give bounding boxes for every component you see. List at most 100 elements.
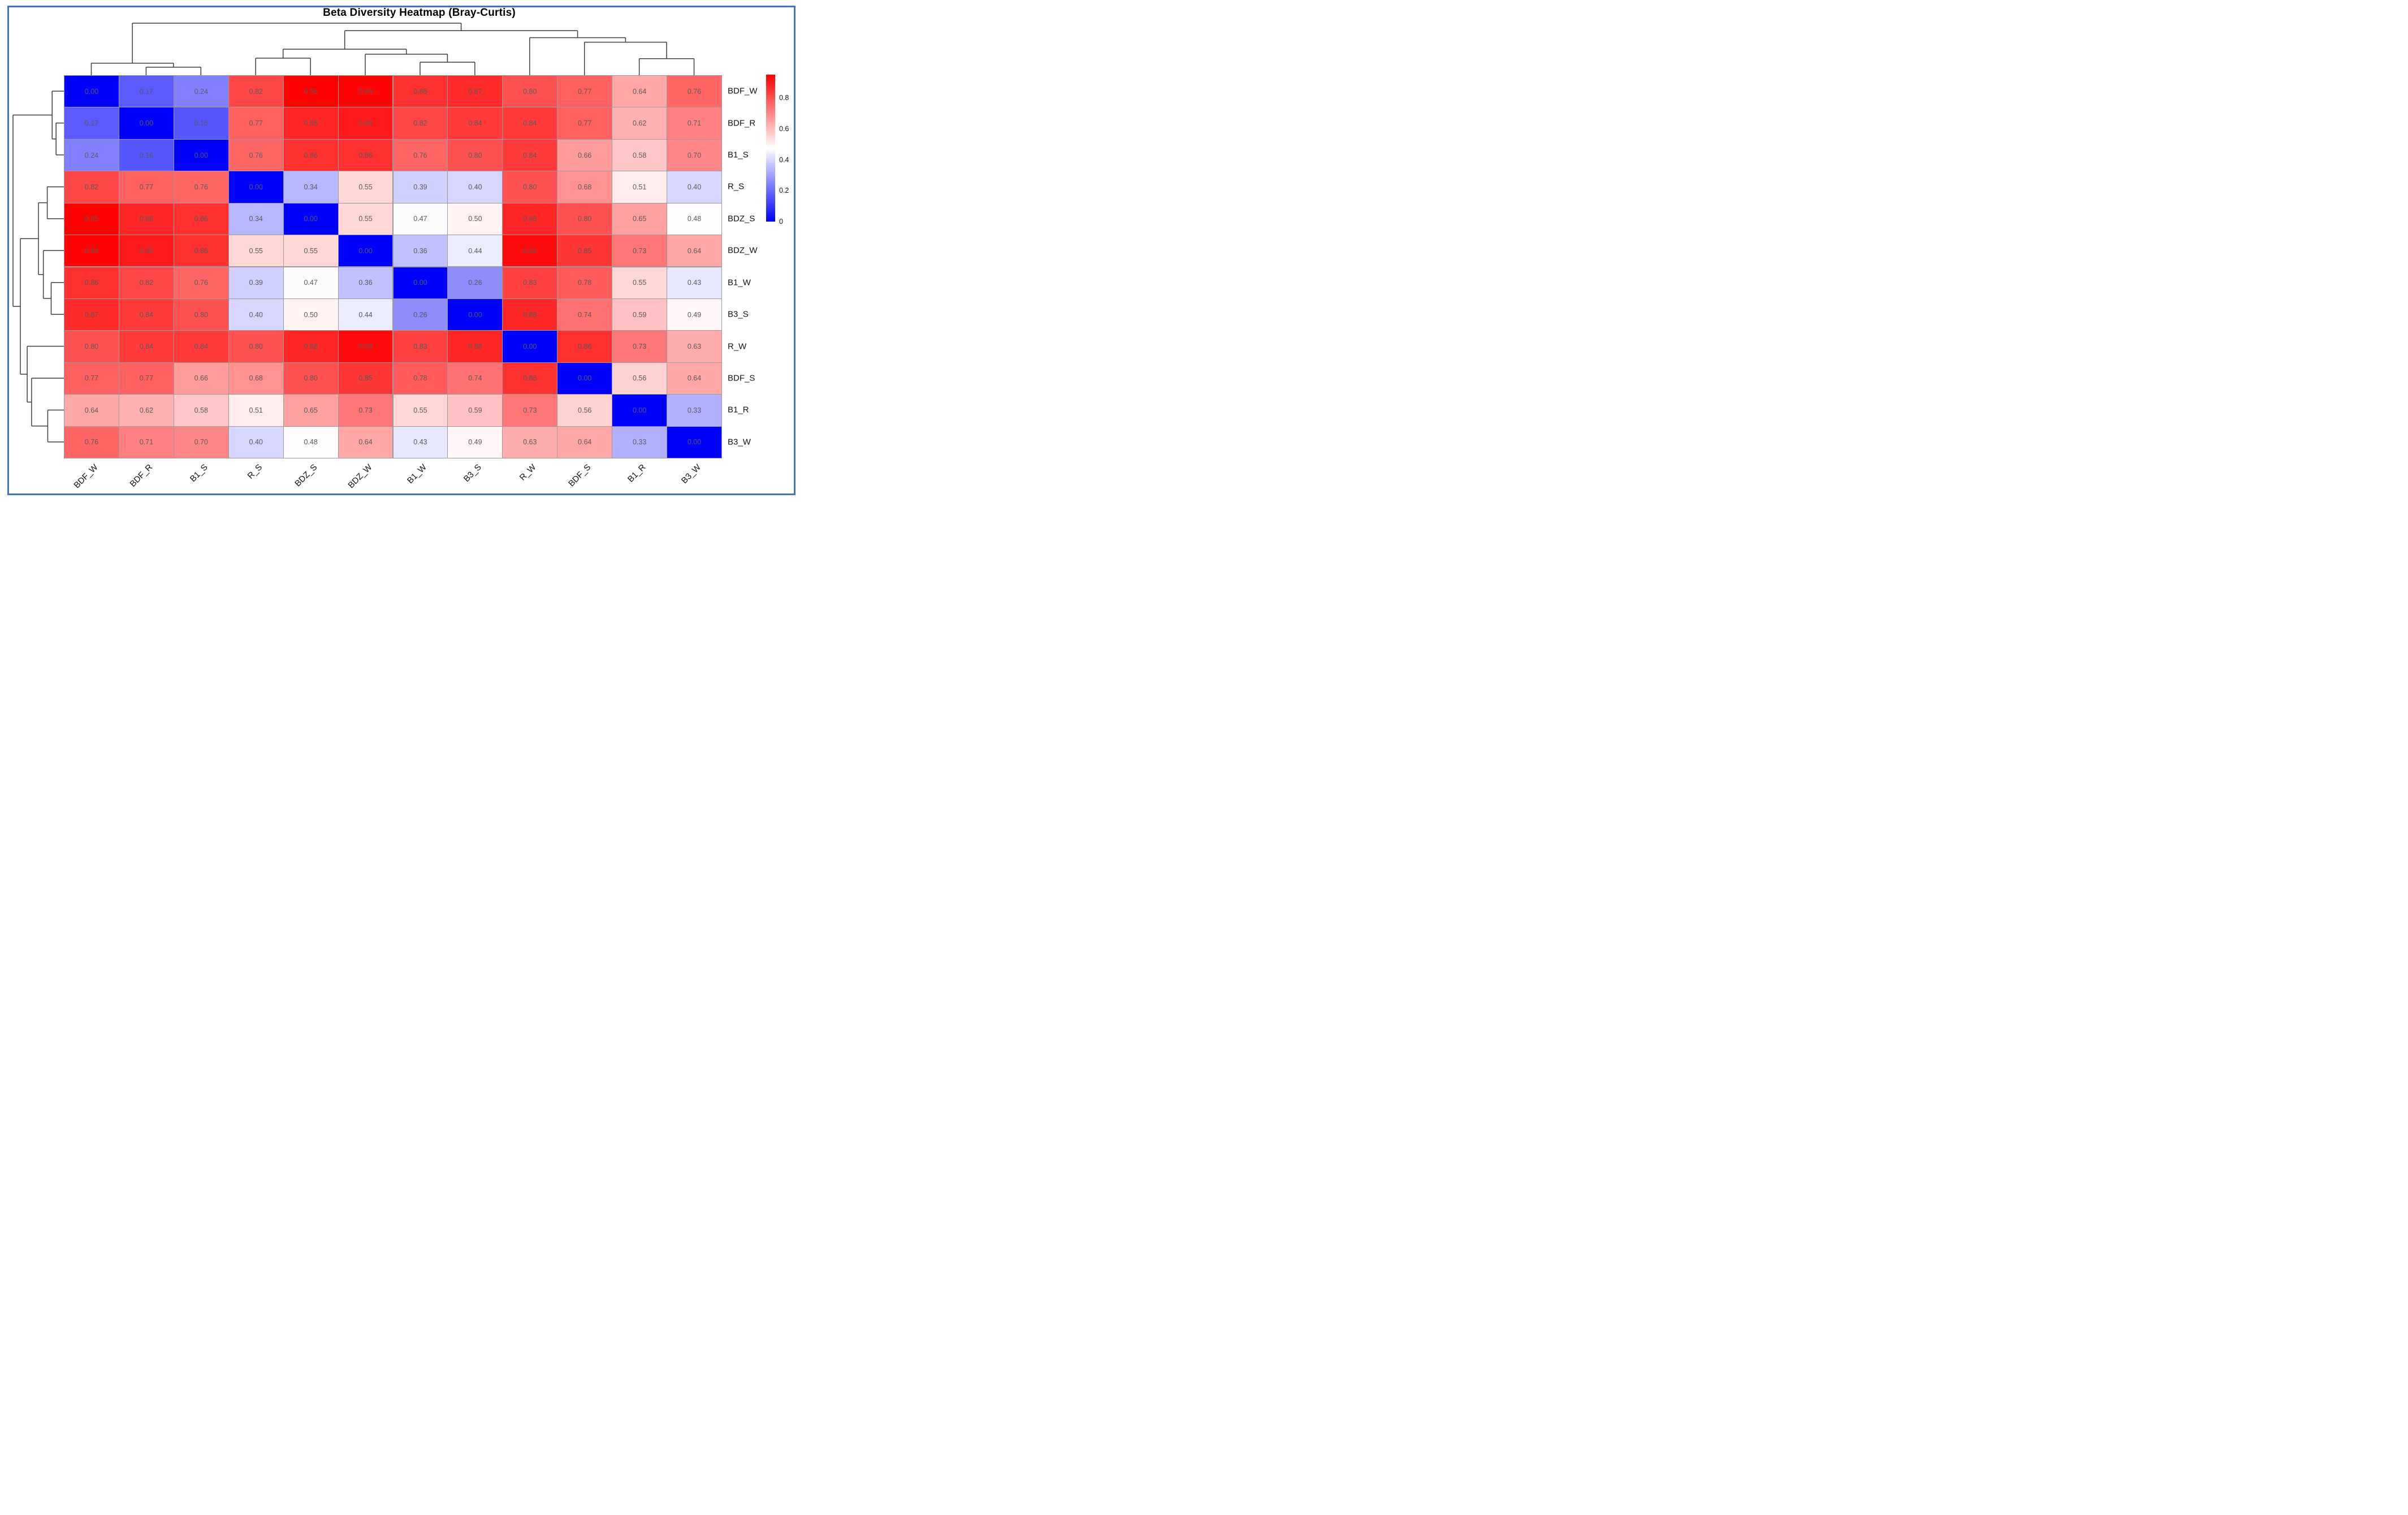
heatmap-cell: 0.90: [338, 107, 394, 140]
heatmap-cell: 0.64: [64, 394, 119, 427]
row-label: B3_S: [728, 309, 749, 319]
row-label: B1_S: [728, 150, 749, 160]
row-label: R_S: [728, 181, 745, 192]
heatmap-cell: 0.59: [447, 394, 503, 427]
heatmap-cell: 0.86: [557, 330, 613, 363]
heatmap-cell: 0.24: [173, 75, 229, 108]
heatmap-cell: 0.85: [338, 362, 394, 395]
heatmap-cell: 0.74: [447, 362, 503, 395]
heatmap-cell: 0.55: [228, 235, 284, 267]
heatmap-cell: 0.82: [118, 266, 174, 299]
heatmap-cell: 0.55: [338, 171, 394, 204]
heatmap-cell: 0.56: [557, 394, 613, 427]
heatmap-cell: 0.73: [612, 235, 668, 267]
heatmap-cell: 0.80: [173, 298, 229, 331]
heatmap-cell: 0.55: [392, 394, 448, 427]
heatmap-cell: 0.80: [447, 138, 503, 172]
heatmap-cell: 0.86: [173, 235, 229, 267]
heatmap-cell: 0.80: [64, 330, 119, 363]
heatmap-cell: 0.40: [228, 426, 284, 458]
heatmap-cell: 0.82: [392, 107, 448, 140]
heatmap-cell: 0.80: [502, 171, 558, 204]
heatmap-cell: 0.26: [447, 266, 503, 299]
heatmap-cell: 0.63: [502, 426, 558, 458]
heatmap-cell: 0.00: [557, 362, 613, 395]
heatmap-cell: 0.95: [283, 75, 339, 108]
colorbar-tick: 0: [779, 218, 783, 226]
row-label: BDF_R: [728, 118, 756, 128]
heatmap-cell: 0.78: [557, 266, 613, 299]
heatmap-cell: 0.63: [667, 330, 722, 363]
heatmap-cell: 0.24: [64, 138, 119, 172]
heatmap-cell: 0.40: [667, 171, 722, 204]
heatmap-cell: 0.84: [118, 298, 174, 331]
heatmap-cell: 0.88: [502, 298, 558, 331]
heatmap-cell: 0.77: [118, 362, 174, 395]
heatmap-cell: 0.80: [228, 330, 284, 363]
figure: Beta Diversity Heatmap (Bray-Curtis) 0.0…: [0, 0, 802, 505]
heatmap-cell: 0.70: [173, 426, 229, 458]
heatmap-cell: 0.86: [64, 266, 119, 299]
heatmap-cell: 0.58: [173, 394, 229, 427]
heatmap-cell: 0.00: [392, 266, 448, 299]
heatmap-cell: 0.88: [502, 202, 558, 236]
heatmap-cell: 0.68: [228, 362, 284, 395]
heatmap-cell: 0.00: [667, 426, 722, 458]
heatmap-cell: 0.95: [64, 202, 119, 236]
heatmap-cell: 0.39: [392, 171, 448, 204]
colorbar-tick: 0.2: [779, 187, 789, 195]
colorbar: 0.8 0.6 0.4 0.2 0: [766, 75, 789, 226]
heatmap-cell: 0.16: [118, 138, 174, 172]
heatmap-cell: 0.93: [502, 235, 558, 267]
heatmap-cell: 0.49: [447, 426, 503, 458]
heatmap-cell: 0.00: [502, 330, 558, 363]
heatmap-cell: 0.94: [64, 235, 119, 267]
heatmap-cell: 0.17: [118, 75, 174, 108]
heatmap-cell: 0.51: [228, 394, 284, 427]
heatmap-cell: 0.86: [338, 138, 394, 172]
heatmap-cell: 0.36: [392, 235, 448, 267]
heatmap-cell: 0.65: [612, 202, 668, 236]
heatmap-cell: 0.40: [447, 171, 503, 204]
colorbar-gradient: [766, 75, 775, 222]
heatmap-cell: 0.71: [118, 426, 174, 458]
heatmap-cell: 0.87: [64, 298, 119, 331]
heatmap-cell: 0.00: [173, 138, 229, 172]
heatmap-cell: 0.34: [283, 171, 339, 204]
heatmap-cell: 0.33: [667, 394, 722, 427]
heatmap-cell: 0.83: [502, 266, 558, 299]
heatmap-cell: 0.76: [173, 266, 229, 299]
colorbar-tick: 0.6: [779, 124, 789, 133]
heatmap-cell: 0.78: [392, 362, 448, 395]
heatmap-cell: 0.73: [338, 394, 394, 427]
heatmap-cell: 0.36: [338, 266, 394, 299]
heatmap-cell: 0.64: [338, 426, 394, 458]
heatmap-cell: 0.00: [283, 202, 339, 236]
heatmap-cell: 0.62: [118, 394, 174, 427]
heatmap-cell: 0.65: [283, 394, 339, 427]
heatmap-cell: 0.48: [667, 202, 722, 236]
heatmap-cell: 0.58: [612, 138, 668, 172]
heatmap-cell: 0.50: [283, 298, 339, 331]
heatmap-cell: 0.77: [557, 75, 613, 108]
colorbar-tick: 0.8: [779, 94, 789, 102]
heatmap-cell: 0.84: [502, 138, 558, 172]
heatmap-cell: 0.34: [228, 202, 284, 236]
heatmap-cell: 0.80: [502, 75, 558, 108]
heatmap-cell: 0.16: [173, 107, 229, 140]
heatmap-cell: 0.94: [338, 75, 394, 108]
heatmap-cell: 0.47: [392, 202, 448, 236]
heatmap-cell: 0.43: [392, 426, 448, 458]
heatmap-cell: 0.71: [667, 107, 722, 140]
heatmap-cell: 0.51: [612, 171, 668, 204]
heatmap-cell: 0.55: [283, 235, 339, 267]
heatmap-cell: 0.84: [447, 107, 503, 140]
heatmap-cell: 0.44: [338, 298, 394, 331]
heatmap-cell: 0.84: [118, 330, 174, 363]
heatmap-cell: 0.82: [64, 171, 119, 204]
heatmap-cell: 0.86: [502, 362, 558, 395]
heatmap-cell: 0.55: [338, 202, 394, 236]
heatmap-cell: 0.86: [283, 138, 339, 172]
heatmap-cell: 0.76: [173, 171, 229, 204]
heatmap-cell: 0.64: [667, 235, 722, 267]
